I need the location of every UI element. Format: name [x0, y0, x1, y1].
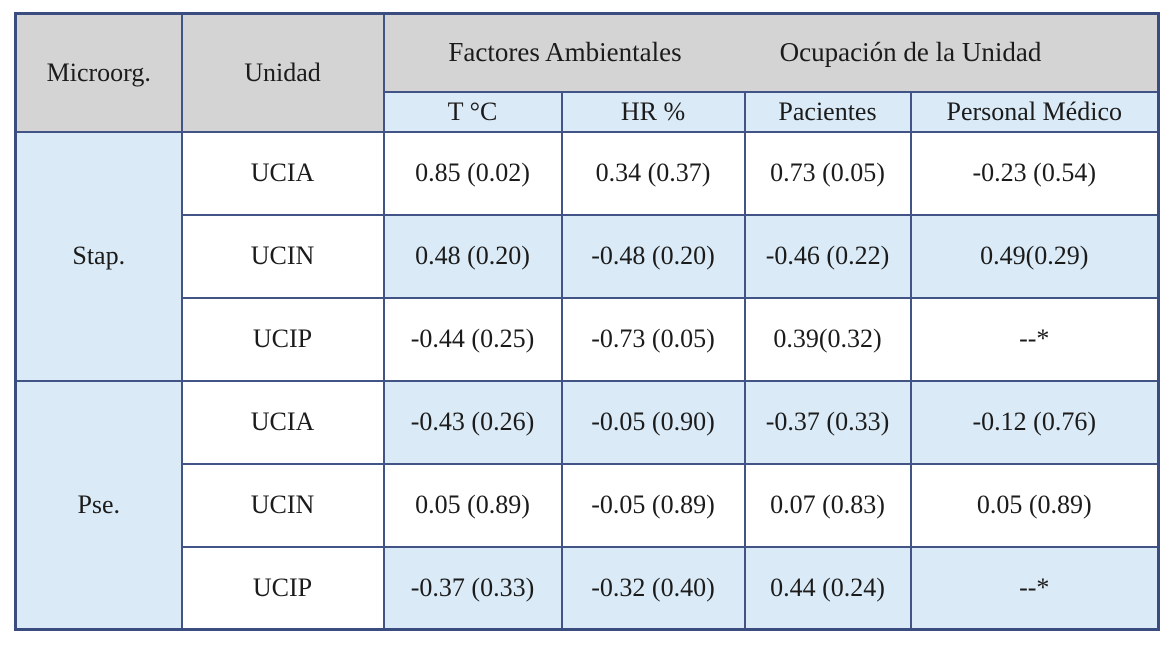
value-cell: 0.49(0.29)	[909, 213, 1160, 299]
value-cell: 0.44 (0.24)	[743, 545, 912, 631]
subheader-cell-humidity: HR %	[560, 90, 746, 133]
unit-cell: UCIN	[180, 213, 385, 299]
value-cell: -0.73 (0.05)	[560, 296, 746, 382]
value-cell: -0.23 (0.54)	[909, 130, 1160, 216]
header-group-ocupacion: Ocupación de la Unidad	[779, 37, 1042, 68]
value-cell: -0.37 (0.33)	[382, 545, 563, 631]
header-cell-unidad: Unidad	[180, 12, 385, 133]
table-row: UCIN 0.48 (0.20) -0.48 (0.20) -0.46 (0.2…	[16, 213, 1160, 299]
subheader-cell-temperature: T °C	[382, 90, 563, 133]
table-row: Pse. UCIA -0.43 (0.26) -0.05 (0.90) -0.3…	[14, 379, 1160, 631]
unit-cell: UCIN	[180, 462, 385, 548]
table-row: UCIN 0.05 (0.89) -0.05 (0.89) 0.07 (0.83…	[16, 462, 1160, 548]
value-cell: 0.85 (0.02)	[382, 130, 563, 216]
header-cell-microorg: Microorg.	[14, 12, 183, 133]
value-cell: 0.05 (0.89)	[382, 462, 563, 548]
header-group-labels: Factores Ambientales Ocupación de la Uni…	[386, 37, 1157, 68]
value-cell: -0.44 (0.25)	[382, 296, 563, 382]
value-cell: 0.05 (0.89)	[909, 462, 1160, 548]
value-cell: -0.43 (0.26)	[382, 379, 563, 465]
group-label-cell-pse: Pse.	[14, 379, 183, 631]
value-cell: 0.34 (0.37)	[560, 130, 746, 216]
value-cell: -0.46 (0.22)	[743, 213, 912, 299]
subheader-cell-pacientes: Pacientes	[743, 90, 912, 133]
value-cell: 0.48 (0.20)	[382, 213, 563, 299]
header-group-cell: Factores Ambientales Ocupación de la Uni…	[382, 12, 1160, 93]
unit-cell: UCIA	[180, 379, 385, 465]
header-group-factores: Factores Ambientales	[448, 37, 682, 68]
value-cell: -0.05 (0.89)	[560, 462, 746, 548]
value-cell: -0.48 (0.20)	[560, 213, 746, 299]
value-cell: -0.12 (0.76)	[909, 379, 1160, 465]
table-row: UCIP -0.44 (0.25) -0.73 (0.05) 0.39(0.32…	[16, 296, 1160, 382]
group-label-cell-stap: Stap.	[14, 130, 183, 382]
unit-cell: UCIP	[180, 296, 385, 382]
correlation-table: Microorg. Unidad Factores Ambientales Oc…	[14, 12, 1160, 631]
table-row: Stap. UCIA 0.85 (0.02) 0.34 (0.37) 0.73 …	[14, 130, 1160, 382]
value-cell: -0.05 (0.90)	[560, 379, 746, 465]
value-cell: --*	[909, 296, 1160, 382]
value-cell: 0.07 (0.83)	[743, 462, 912, 548]
unit-cell: UCIP	[180, 545, 385, 631]
table-subheader-row: T °C HR % Pacientes Personal Médico	[16, 90, 1160, 133]
value-cell: 0.73 (0.05)	[743, 130, 912, 216]
value-cell: --*	[909, 545, 1160, 631]
value-cell: -0.37 (0.33)	[743, 379, 912, 465]
unit-cell: UCIA	[180, 130, 385, 216]
value-cell: -0.32 (0.40)	[560, 545, 746, 631]
table-row: UCIP -0.37 (0.33) -0.32 (0.40) 0.44 (0.2…	[16, 545, 1160, 631]
subheader-cell-personal-medico: Personal Médico	[909, 90, 1160, 133]
value-cell: 0.39(0.32)	[743, 296, 912, 382]
table-header-row: Microorg. Unidad Factores Ambientales Oc…	[14, 12, 1160, 133]
